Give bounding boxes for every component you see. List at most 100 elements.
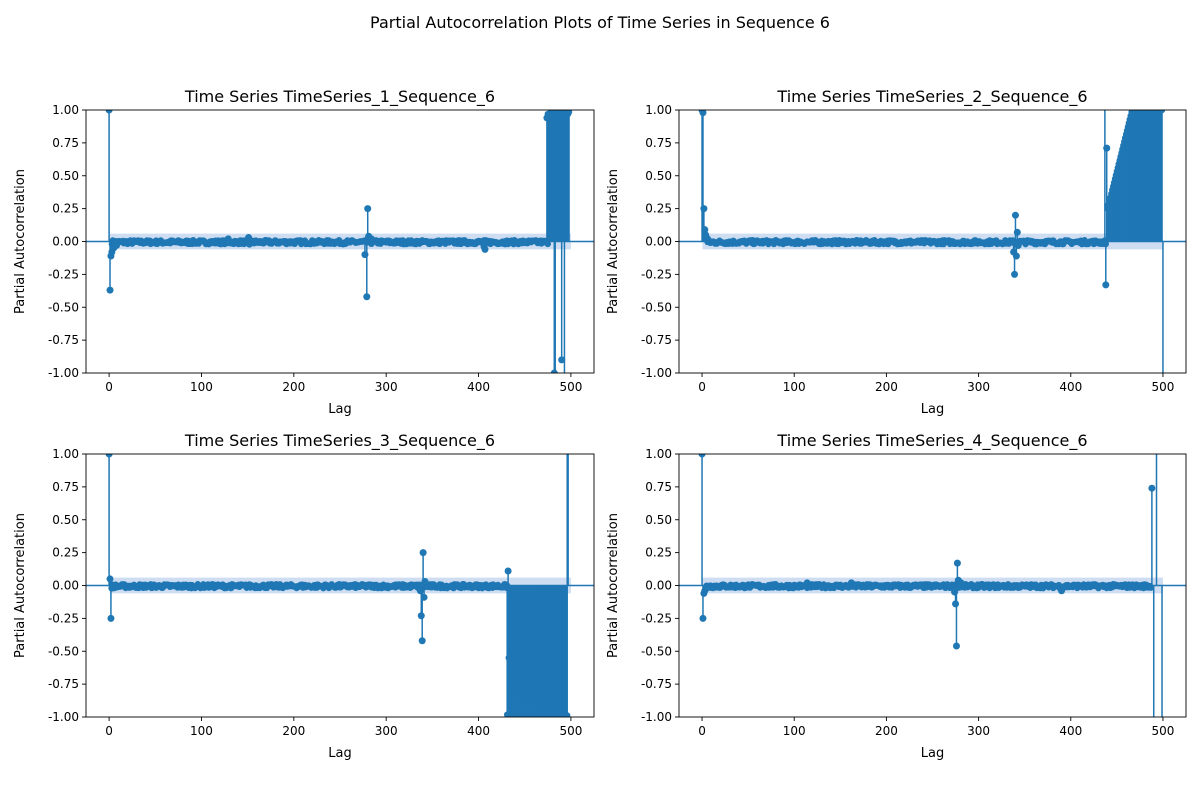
y-axis-label: Partial Autocorrelation <box>606 169 621 314</box>
stem-marker <box>245 234 253 242</box>
y-tick-label: 1.00 <box>52 447 79 461</box>
x-tick-label: 500 <box>1152 724 1175 738</box>
y-tick-label: -1.00 <box>641 366 672 380</box>
x-axis-label: Lag <box>328 746 351 761</box>
stem-marker <box>952 600 960 608</box>
stem-marker <box>105 454 113 458</box>
x-tick-label: 500 <box>559 380 582 394</box>
stem-marker <box>417 612 425 620</box>
stem-marker <box>558 356 566 364</box>
stem-marker <box>481 245 489 253</box>
x-tick-label: 200 <box>875 380 898 394</box>
stem-marker <box>107 614 115 622</box>
y-tick-label: -0.75 <box>641 677 672 691</box>
y-axis-label: Partial Autocorrelation <box>13 513 28 658</box>
x-tick-label: 300 <box>967 380 990 394</box>
x-tick-label: 400 <box>1059 380 1082 394</box>
x-tick-label: 0 <box>698 724 706 738</box>
stem-marker <box>112 241 120 249</box>
x-tick-label: 0 <box>105 724 113 738</box>
y-tick-label: -1.00 <box>48 366 79 380</box>
stem-marker <box>245 240 253 248</box>
x-tick-label: 300 <box>375 724 398 738</box>
y-tick-label: 0.75 <box>52 480 79 494</box>
stem-marker <box>704 235 712 243</box>
y-tick-label: 0.25 <box>52 546 79 560</box>
stem-marker <box>224 235 232 243</box>
x-tick-label: 0 <box>698 380 706 394</box>
stem-marker <box>419 549 427 557</box>
y-tick-label: -0.25 <box>48 611 79 625</box>
y-tick-label: -0.25 <box>641 267 672 281</box>
x-tick-label: 500 <box>1152 380 1175 394</box>
y-tick-label: -1.00 <box>48 710 79 724</box>
x-tick-label: 0 <box>105 380 113 394</box>
y-tick-label: -0.50 <box>48 644 79 658</box>
panel-title: Time Series TimeSeries_2_Sequence_6 <box>776 87 1087 107</box>
stem-marker <box>803 579 811 587</box>
stem-marker <box>363 293 371 301</box>
y-tick-label: 0.75 <box>645 136 672 150</box>
y-tick-label: 0.00 <box>52 235 79 249</box>
y-tick-label: 0.25 <box>52 202 79 216</box>
y-tick-label: 1.00 <box>645 103 672 117</box>
y-tick-label: -0.25 <box>48 267 79 281</box>
y-tick-label: -0.50 <box>48 300 79 314</box>
x-tick-label: 100 <box>190 380 213 394</box>
stem-marker <box>1012 252 1020 260</box>
y-tick-label: 0.00 <box>645 579 672 593</box>
stem-marker <box>1011 211 1019 219</box>
panel-title: Time Series TimeSeries_4_Sequence_6 <box>776 431 1087 451</box>
stem-marker <box>1058 587 1066 595</box>
stem-marker <box>543 114 551 122</box>
plot-area <box>86 454 594 717</box>
y-tick-label: -0.50 <box>641 644 672 658</box>
plot-area <box>679 110 1186 373</box>
stem-marker <box>1148 484 1156 492</box>
stem-marker <box>544 240 552 248</box>
stem-marker <box>698 454 706 458</box>
y-tick-label: -0.25 <box>641 611 672 625</box>
stem-marker <box>703 584 711 592</box>
stem-marker <box>420 593 428 601</box>
pacf-panel-3: 0 100 200 300 400 500 -1.00 -0.75 -0.50 -0.25 0.00… <box>13 431 595 761</box>
stem-marker <box>106 286 114 294</box>
x-axis-label: Lag <box>921 402 944 417</box>
x-tick-label: 500 <box>559 724 582 738</box>
y-axis-label: Partial Autocorrelation <box>13 169 28 314</box>
y-tick-label: 0.00 <box>52 579 79 593</box>
stem-marker <box>105 110 113 114</box>
x-tick-label: 300 <box>967 724 990 738</box>
y-tick-label: 0.25 <box>645 546 672 560</box>
y-tick-label: 0.50 <box>52 513 79 527</box>
stem-marker <box>701 226 709 234</box>
stem-marker <box>700 205 708 213</box>
x-axis-label: Lag <box>921 746 944 761</box>
y-tick-label: 0.00 <box>645 235 672 249</box>
plot-area <box>679 454 1186 717</box>
stem-marker <box>1158 110 1166 114</box>
stem-marker <box>364 205 372 213</box>
panel-title: Time Series TimeSeries_3_Sequence_6 <box>184 431 495 451</box>
stem-marker <box>421 578 429 586</box>
stem-marker <box>565 110 573 116</box>
y-tick-label: 1.00 <box>52 103 79 117</box>
y-tick-label: -0.50 <box>641 300 672 314</box>
pacf-panel-4: 0 100 200 300 400 500 -1.00 -0.75 -0.50 -0.25 0.00… <box>606 431 1187 761</box>
x-tick-label: 100 <box>783 380 806 394</box>
stem-marker <box>550 369 558 373</box>
y-tick-label: 0.50 <box>52 169 79 183</box>
stem-marker <box>1103 144 1111 152</box>
stem-marker <box>1102 281 1110 289</box>
stem-marker <box>699 110 707 117</box>
y-tick-label: 0.75 <box>645 480 672 494</box>
stem-marker <box>953 559 961 567</box>
figure-title: Partial Autocorrelation Plots of Time Se… <box>370 13 830 32</box>
y-axis-label: Partial Autocorrelation <box>606 513 621 658</box>
y-tick-label: 0.50 <box>645 513 672 527</box>
stem-marker <box>1013 228 1021 236</box>
x-tick-label: 200 <box>875 724 898 738</box>
stem-marker <box>418 637 426 645</box>
